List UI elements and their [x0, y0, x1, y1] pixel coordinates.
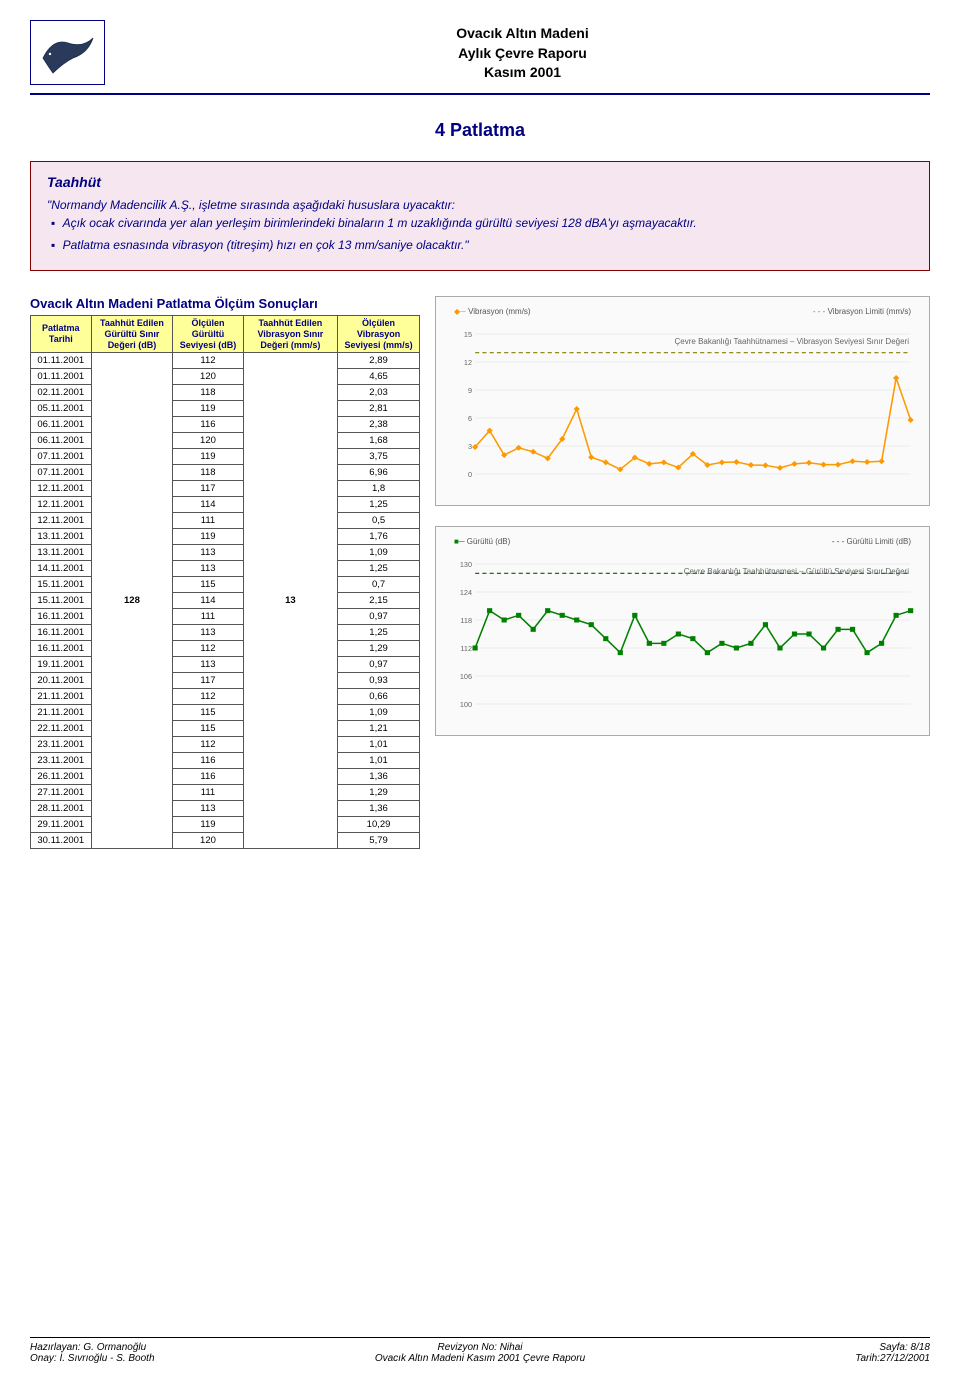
footer-date: Tarih:27/12/2001: [630, 1353, 930, 1364]
page-footer: Hazırlayan: G. Ormanoğlu Onay: İ. Sıvrıo…: [30, 1337, 930, 1364]
footer-approved: Onay: İ. Sıvrıoğlu - S. Booth: [30, 1353, 330, 1364]
svg-text:106: 106: [460, 673, 472, 681]
table-row: 27.11.20011111,29: [31, 785, 420, 801]
callout-item: Açık ocak civarında yer alan yerleşim bi…: [51, 214, 913, 232]
section-title: 4 Patlatma: [30, 120, 930, 141]
header-line2: Aylık Çevre Raporu: [115, 44, 930, 64]
svg-text:15: 15: [464, 331, 472, 339]
svg-text:130: 130: [460, 561, 472, 569]
table-row: 16.11.20011131,25: [31, 625, 420, 641]
th-date: Patlatma Tarihi: [31, 316, 92, 353]
table-row: 28.11.20011131,36: [31, 801, 420, 817]
table-row: 12.11.20011141,25: [31, 497, 420, 513]
noise-legend-right: Gürültü Limiti (dB): [847, 537, 911, 546]
callout-list: Açık ocak civarında yer alan yerleşim bi…: [47, 214, 913, 254]
table-row: 16.11.20011121,29: [31, 641, 420, 657]
vib-legend-left: Vibrasyon (mm/s): [468, 307, 531, 316]
table-row: 21.11.20011120,66: [31, 689, 420, 705]
svg-text:9: 9: [468, 387, 472, 395]
svg-text:12: 12: [464, 359, 472, 367]
logo: [30, 20, 105, 85]
header-line3: Kasım 2001: [115, 63, 930, 83]
table-row: 02.11.20011182,03: [31, 385, 420, 401]
svg-text:118: 118: [460, 617, 472, 625]
noise-chart-note: Çevre Bakanlığı Taahhütnamesi – Gürültü …: [684, 567, 909, 576]
table-row: 05.11.20011192,81: [31, 401, 420, 417]
th-vib-limit: Taahhüt Edilen Vibrasyon Sınır Değeri (m…: [243, 316, 337, 353]
table-row: 22.11.20011151,21: [31, 721, 420, 737]
table-row: 01.11.2001128112132,89: [31, 353, 420, 369]
table-row: 29.11.200111910,29: [31, 817, 420, 833]
table-row: 13.11.20011191,76: [31, 529, 420, 545]
table-row: 23.11.20011121,01: [31, 737, 420, 753]
table-row: 19.11.20011130,97: [31, 657, 420, 673]
table-row: 23.11.20011161,01: [31, 753, 420, 769]
table-row: 12.11.20011171,8: [31, 481, 420, 497]
table-row: 12.11.20011110,5: [31, 513, 420, 529]
bird-icon: [38, 28, 98, 78]
table-row: 06.11.20011162,38: [31, 417, 420, 433]
footer-prepared: Hazırlayan: G. Ormanoğlu: [30, 1342, 330, 1353]
table-title: Ovacık Altın Madeni Patlatma Ölçüm Sonuç…: [30, 296, 420, 311]
footer-revision: Revizyon No: Nihai: [330, 1342, 630, 1353]
table-row: 15.11.20011150,7: [31, 577, 420, 593]
callout-intro: "Normandy Madencilik A.Ş., işletme sıras…: [47, 196, 913, 214]
table-row: 07.11.20011186,96: [31, 465, 420, 481]
header-line1: Ovacık Altın Madeni: [115, 24, 930, 44]
vibration-chart: ◆─ Vibrasyon (mm/s) - - - Vibrasyon Limi…: [435, 296, 930, 506]
footer-page: Sayfa: 8/18: [630, 1342, 930, 1353]
table-row: 20.11.20011170,93: [31, 673, 420, 689]
table-row: 07.11.20011193,75: [31, 449, 420, 465]
callout-item: Patlatma esnasında vibrasyon (titreşim) …: [51, 236, 913, 254]
page-header: Ovacık Altın Madeni Aylık Çevre Raporu K…: [30, 20, 930, 95]
table-row: 01.11.20011204,65: [31, 369, 420, 385]
table-row: 14.11.20011131,25: [31, 561, 420, 577]
table-row: 26.11.20011161,36: [31, 769, 420, 785]
svg-text:3: 3: [468, 443, 472, 451]
svg-text:100: 100: [460, 701, 472, 709]
noise-legend-left: Gürültü (dB): [467, 537, 511, 546]
th-vib-measured: Ölçülen Vibrasyon Seviyesi (mm/s): [338, 316, 420, 353]
svg-text:124: 124: [460, 589, 472, 597]
vib-chart-note: Çevre Bakanlığı Taahhütnamesi – Vibrasyo…: [675, 337, 910, 346]
table-row: 13.11.20011131,09: [31, 545, 420, 561]
svg-text:6: 6: [468, 415, 472, 423]
commitment-callout: Taahhüt "Normandy Madencilik A.Ş., işlet…: [30, 161, 930, 271]
table-row: 06.11.20011201,68: [31, 433, 420, 449]
svg-text:0: 0: [468, 471, 472, 479]
table-row: 30.11.20011205,79: [31, 833, 420, 849]
vib-legend-right: Vibrasyon Limiti (mm/s): [828, 307, 911, 316]
data-table: Patlatma Tarihi Taahhüt Edilen Gürültü S…: [30, 315, 420, 849]
callout-title: Taahhüt: [47, 174, 913, 190]
th-noise-limit: Taahhüt Edilen Gürültü Sınır Değeri (dB): [91, 316, 173, 353]
noise-chart: ■─ Gürültü (dB) - - - Gürültü Limiti (dB…: [435, 526, 930, 736]
th-noise-measured: Ölçülen Gürültü Seviyesi (dB): [173, 316, 243, 353]
table-row: 21.11.20011151,09: [31, 705, 420, 721]
footer-doc: Ovacık Altın Madeni Kasım 2001 Çevre Rap…: [330, 1353, 630, 1364]
table-row: 15.11.20011142,15: [31, 593, 420, 609]
table-row: 16.11.20011110,97: [31, 609, 420, 625]
svg-text:112: 112: [460, 645, 472, 653]
